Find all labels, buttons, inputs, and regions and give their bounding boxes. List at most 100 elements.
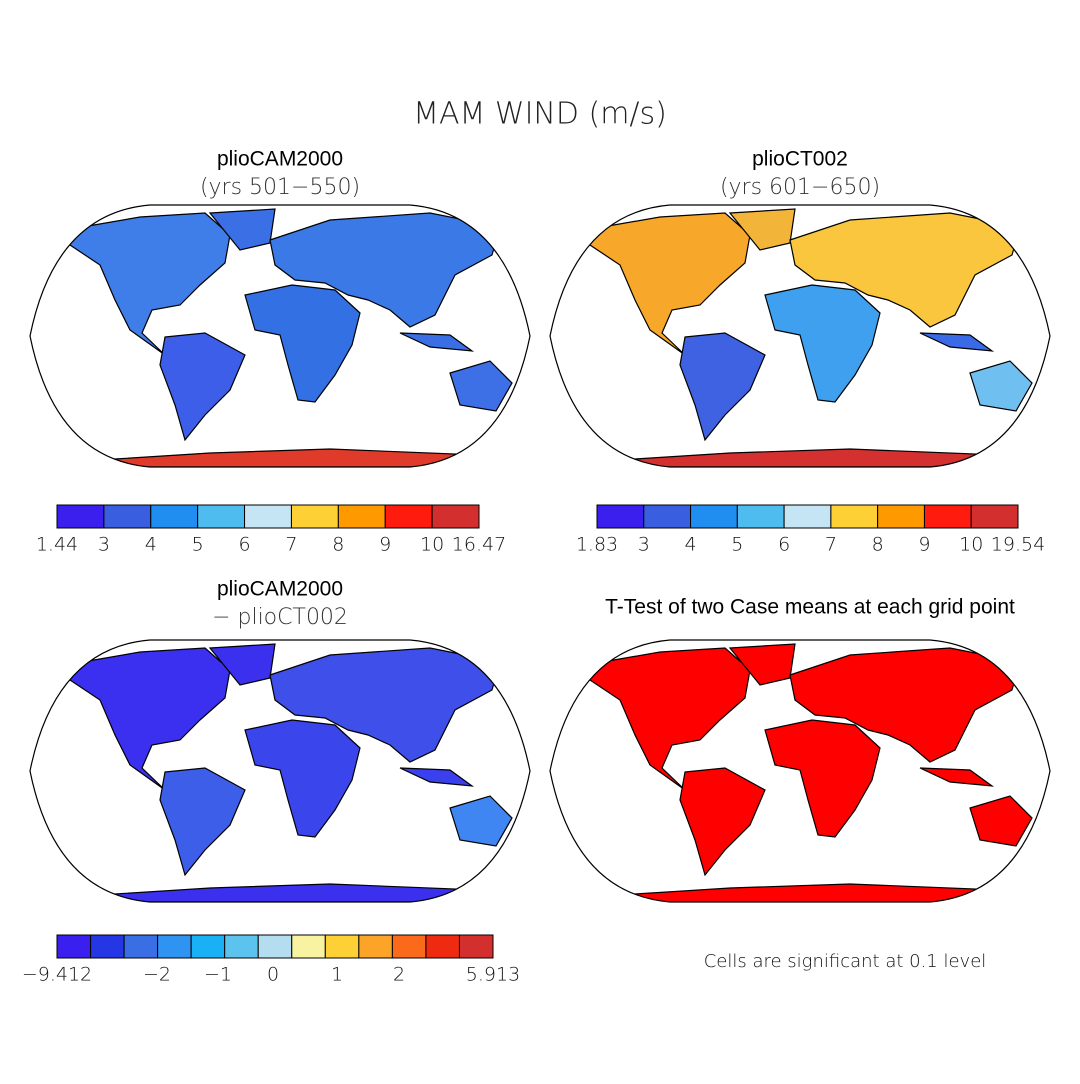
colorbar-box <box>337 504 386 529</box>
continent <box>244 719 361 838</box>
colorbar-box <box>877 504 925 529</box>
continent <box>584 212 751 356</box>
colorbar-box <box>197 504 246 529</box>
continent <box>919 767 995 787</box>
colorbar-label: −2 <box>143 964 171 986</box>
continent <box>764 284 881 403</box>
colorbar-box <box>56 504 105 529</box>
colorbar-label: 1.83 <box>576 534 618 556</box>
colorbar-label: 5.913 <box>466 964 520 986</box>
colorbar-label: 5 <box>731 534 743 556</box>
panel-title: plioCAM2000 <box>217 578 343 601</box>
map-outline <box>29 204 531 468</box>
colorbar-box <box>123 934 159 959</box>
colorbar-label: 8 <box>332 534 344 556</box>
colorbar-label: 2 <box>393 964 405 986</box>
continent <box>584 647 751 791</box>
continent <box>64 647 231 791</box>
colorbar-box <box>384 504 433 529</box>
colorbar-box <box>190 934 226 959</box>
continent <box>789 212 1021 328</box>
panel-subtitle: (yrs 501−550) <box>200 175 360 200</box>
map-outline <box>549 639 1051 903</box>
colorbar-box <box>358 934 393 959</box>
colorbar-label: 4 <box>685 534 697 556</box>
colorbar-box <box>103 504 152 529</box>
continent <box>399 332 475 352</box>
colorbar-box <box>643 504 692 529</box>
continent <box>399 767 475 787</box>
figure-title: MAM WIND (m/s) <box>413 97 667 132</box>
map <box>549 639 1051 903</box>
continent <box>159 767 246 877</box>
colorbar-label: 8 <box>872 534 884 556</box>
colorbar-label: 6 <box>778 534 790 556</box>
colorbar-box <box>830 504 879 529</box>
continent <box>244 284 361 403</box>
map <box>29 204 531 468</box>
colorbar-box <box>783 504 832 529</box>
colorbar-box <box>923 504 972 529</box>
colorbar-box <box>150 504 199 529</box>
colorbar-label: 1.44 <box>36 534 78 556</box>
colorbar-box <box>324 934 360 959</box>
panel-title: plioCT002 <box>752 148 848 171</box>
panel-title: plioCAM2000 <box>217 148 343 171</box>
colorbar-box <box>290 504 339 529</box>
colorbar-label: 10 <box>959 534 983 556</box>
land <box>64 208 513 467</box>
continent <box>449 795 513 847</box>
continent <box>679 332 766 442</box>
colorbar-box <box>257 934 293 959</box>
colorbar-box <box>391 934 427 959</box>
colorbar-box <box>690 504 738 529</box>
colorbar-box <box>736 504 785 529</box>
colorbar-box <box>244 504 292 529</box>
colorbar-label: 10 <box>420 534 444 556</box>
continent <box>919 332 995 352</box>
colorbar-box <box>425 934 460 959</box>
colorbar-box <box>431 504 480 529</box>
colorbar-label: 7 <box>825 534 837 556</box>
land <box>584 643 1033 902</box>
map-outline <box>29 639 531 903</box>
map <box>549 204 1051 468</box>
colorbar-box <box>970 504 1019 529</box>
map <box>29 639 531 903</box>
continent <box>449 360 513 412</box>
colorbar-box <box>90 934 125 959</box>
colorbar-label: −9.412 <box>22 964 92 986</box>
continent <box>969 795 1033 847</box>
continent <box>269 647 501 763</box>
colorbar-label: 16.47 <box>452 534 506 556</box>
colorbar-box <box>291 934 326 959</box>
land <box>584 208 1033 467</box>
continent <box>789 647 1021 763</box>
colorbar-box <box>224 934 259 959</box>
colorbar-label: 0 <box>267 964 279 986</box>
colorbar-box <box>458 934 494 959</box>
continent <box>159 332 246 442</box>
colorbar-box <box>56 934 92 959</box>
colorbar-label: 1 <box>331 964 343 986</box>
land <box>64 643 513 902</box>
colorbar-label: 7 <box>285 534 297 556</box>
colorbar-label: 3 <box>98 534 110 556</box>
colorbar-label: 19.54 <box>991 534 1045 556</box>
map-outline <box>549 204 1051 468</box>
continent <box>679 767 766 877</box>
colorbar-label: 9 <box>379 534 391 556</box>
continent <box>64 212 231 356</box>
colorbar-label: 4 <box>145 534 157 556</box>
colorbar-label: 6 <box>239 534 251 556</box>
colorbar-box <box>157 934 192 959</box>
colorbar-label: 5 <box>192 534 204 556</box>
panel-subtitle: (yrs 601−650) <box>720 175 880 200</box>
panel-subtitle: − plioCT002 <box>212 605 348 630</box>
panel-note: Cells are significant at 0.1 level <box>704 951 987 972</box>
colorbar-label: 3 <box>638 534 650 556</box>
colorbar-label: 9 <box>918 534 930 556</box>
colorbar-label: −1 <box>204 964 232 986</box>
panel-title: T-Test of two Case means at each grid po… <box>605 596 1015 619</box>
